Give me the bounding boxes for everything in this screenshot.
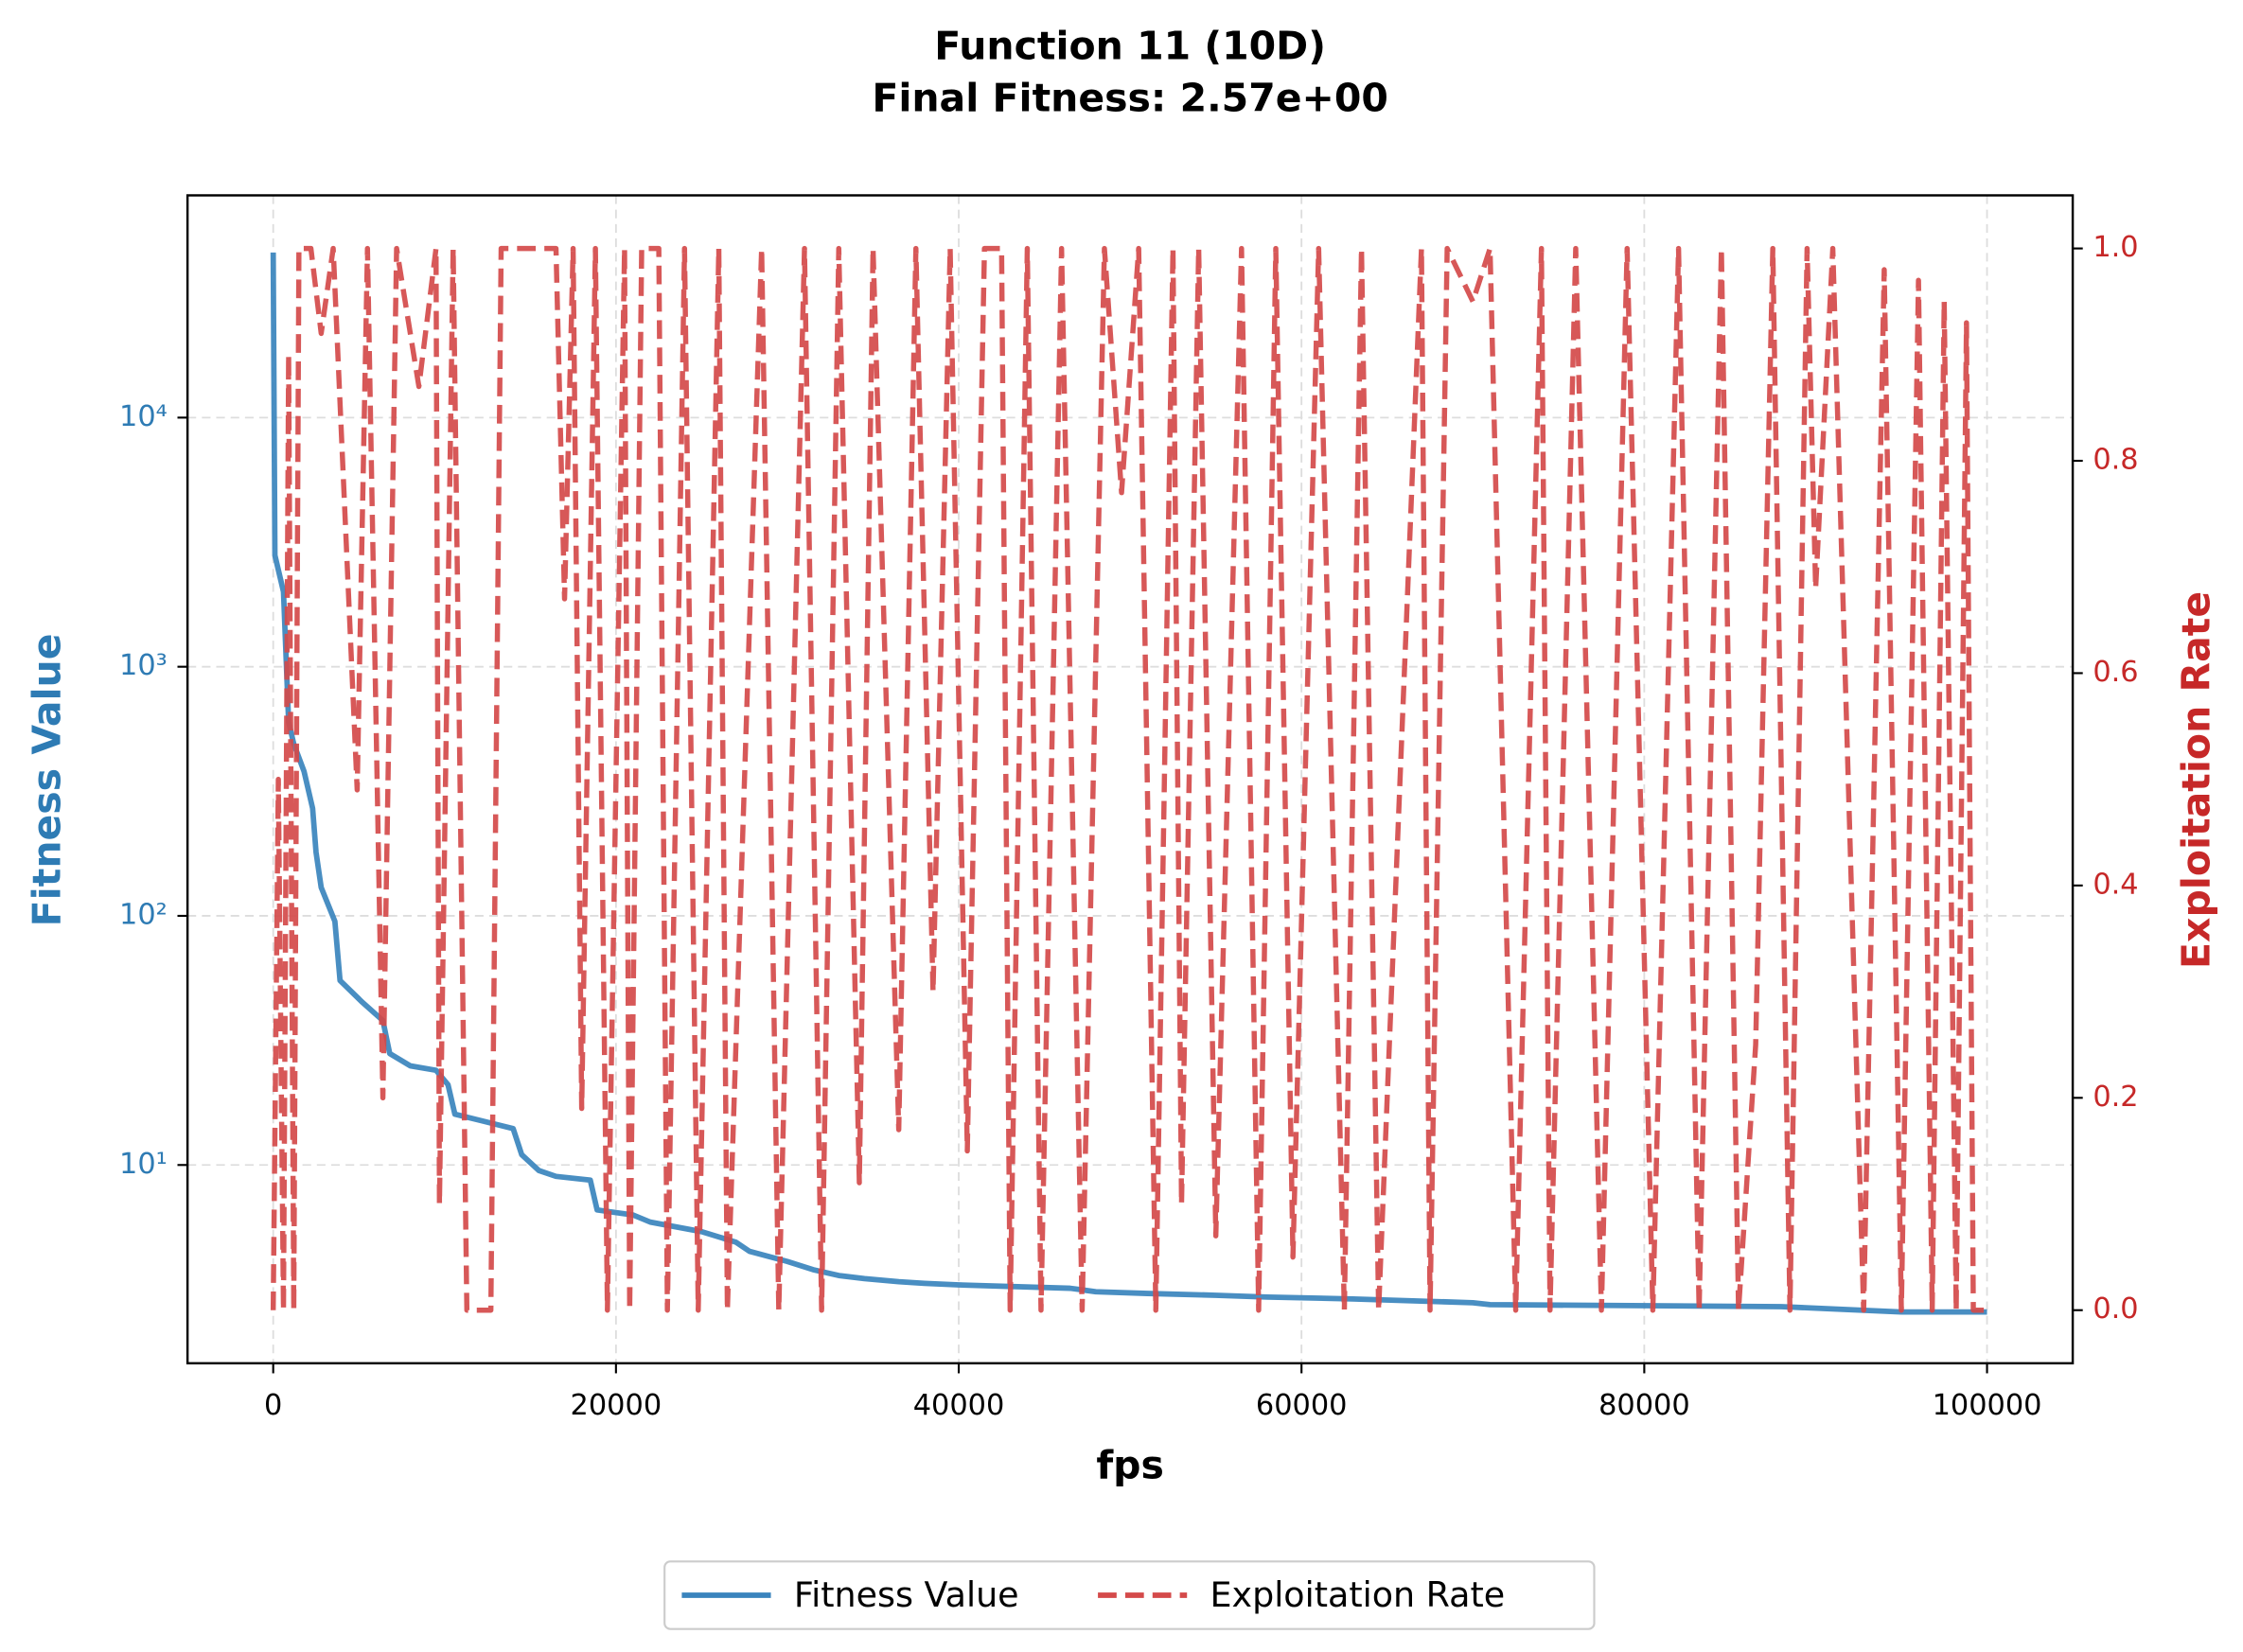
legend: Fitness Value Exploitation Rate (663, 1560, 1596, 1630)
y2-axis-label: Exploitation Rate (2174, 591, 2219, 969)
x-tick-label: 100000 (1933, 1389, 2042, 1422)
x-tick-label: 40000 (913, 1389, 1005, 1422)
x-tick-label: 80000 (1598, 1389, 1690, 1422)
x-axis-label: fps (1096, 1443, 1164, 1488)
y2-tick-label: 0.6 (2093, 656, 2138, 689)
plot-area (270, 245, 1987, 1315)
y2-tick-label: 0.4 (2093, 868, 2138, 901)
y-tick-label: 10⁴ (119, 400, 168, 433)
legend-label: Fitness Value (794, 1574, 1019, 1615)
x-tick-label: 0 (264, 1389, 282, 1422)
y-tick-label: 10¹ (119, 1148, 168, 1181)
plot-frame (185, 194, 2075, 1365)
y-tick-label: 10² (119, 898, 168, 931)
series-line (270, 245, 1987, 1313)
y-axis-label: Fitness Value (24, 634, 69, 927)
ticks: 0 20000 40000 60000 80000 100000 10¹ 10² 10³ 10⁴ 0… (119, 231, 2139, 1422)
legend-label: Exploitation Rate (1210, 1574, 1506, 1615)
x-tick-label: 60000 (1256, 1389, 1348, 1422)
y2-tick-label: 1.0 (2093, 231, 2138, 264)
y2-tick-label: 0.0 (2093, 1292, 2138, 1326)
chart-title: Function 11 (10D) (934, 24, 1326, 69)
series-line (270, 252, 1987, 1315)
y2-tick-label: 0.2 (2093, 1081, 2138, 1114)
y-tick-label: 10³ (119, 649, 168, 682)
y2-tick-label: 0.8 (2093, 444, 2138, 477)
x-tick-label: 20000 (571, 1389, 662, 1422)
chart-subtitle: Final Fitness: 2.57e+00 (872, 75, 1388, 120)
